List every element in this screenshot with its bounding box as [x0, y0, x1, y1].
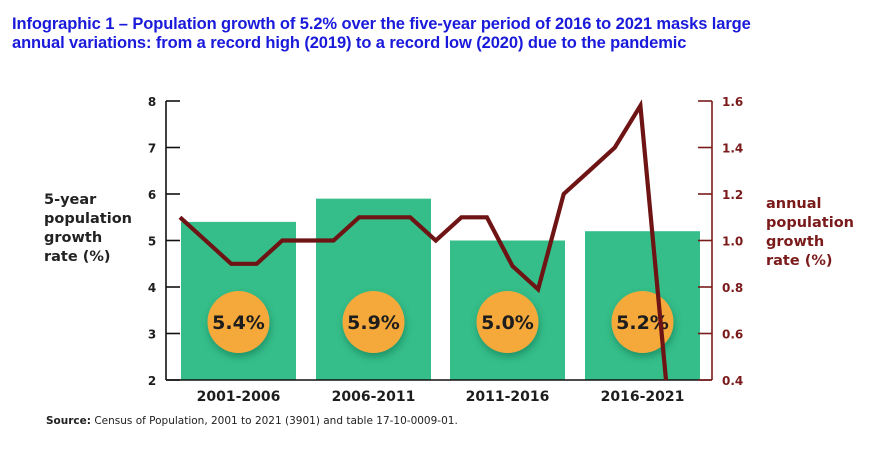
bar-value-label: 5.4% [212, 312, 265, 334]
left-axis-title-line: 5-year [44, 192, 97, 208]
value-badge [342, 291, 405, 353]
right-axis-tick-label: 1.4 [722, 142, 743, 156]
value-badge [207, 291, 270, 353]
line-layer [178, 99, 669, 381]
right-axis-tick-label: 0.6 [722, 328, 743, 342]
title-line-2: annual variations: from a record high (2… [12, 34, 687, 52]
x-tick-label: 2006-2011 [332, 389, 416, 405]
x-tick-label: 2011-2016 [466, 389, 550, 405]
title-line-1: Infographic 1 – Population growth of 5.2… [12, 15, 751, 33]
left-axis-tick-label: 4 [148, 281, 156, 295]
left-axis-title-line: rate (%) [44, 249, 111, 265]
source-text: Census of Population, 2001 to 2021 (3901… [90, 415, 458, 427]
bar-value-label: 5.2% [616, 312, 669, 334]
chart-title: Infographic 1 – Population growth of 5.2… [12, 15, 882, 53]
right-axis-tick-label: 0.4 [722, 374, 743, 388]
bar-value-label: 5.0% [481, 312, 534, 334]
left-axis-tick-label: 2 [148, 374, 156, 388]
left-axis-title: 5-year population growth rate (%) [44, 191, 132, 267]
x-tick-label: 2001-2006 [197, 389, 281, 405]
value-badges-layer: 5.4% 5.9% 5.0% 5.2% [207, 291, 674, 353]
source-note: Source: Census of Population, 2001 to 20… [46, 415, 458, 427]
value-badge [476, 291, 539, 353]
right-axis-title-line: population [766, 215, 854, 231]
annual-growth-line [178, 99, 669, 381]
right-axis-title-line: annual [766, 196, 822, 212]
right-axis-title-line: growth [766, 234, 825, 250]
right-axis-tick-label: 1.0 [722, 235, 743, 249]
left-axis-tick-label: 3 [148, 328, 156, 342]
bar-value-label: 5.9% [347, 312, 400, 334]
left-axis-title-line: population [44, 211, 132, 227]
left-axis-tick-label: 8 [148, 95, 156, 109]
right-axis-title-line: rate (%) [766, 253, 833, 269]
left-axis-tick-label: 6 [148, 188, 156, 202]
right-axis-tick-label: 1.6 [722, 95, 743, 109]
axes-layer: 2001-2006 2006-2011 2011-2016 2016-2021 2 3 4 5… [148, 95, 743, 405]
left-axis-tick-label: 7 [148, 142, 156, 156]
left-axis-title-line: growth [44, 230, 103, 246]
left-axis-tick-label: 5 [148, 235, 156, 249]
x-tick-label: 2016-2021 [601, 389, 685, 405]
source-label: Source: [46, 415, 91, 427]
right-axis-tick-label: 1.2 [722, 188, 743, 202]
right-axis-title: annual population growth rate (%) [766, 195, 854, 271]
right-axis-tick-label: 0.8 [722, 281, 743, 295]
bars-layer [181, 198, 700, 380]
